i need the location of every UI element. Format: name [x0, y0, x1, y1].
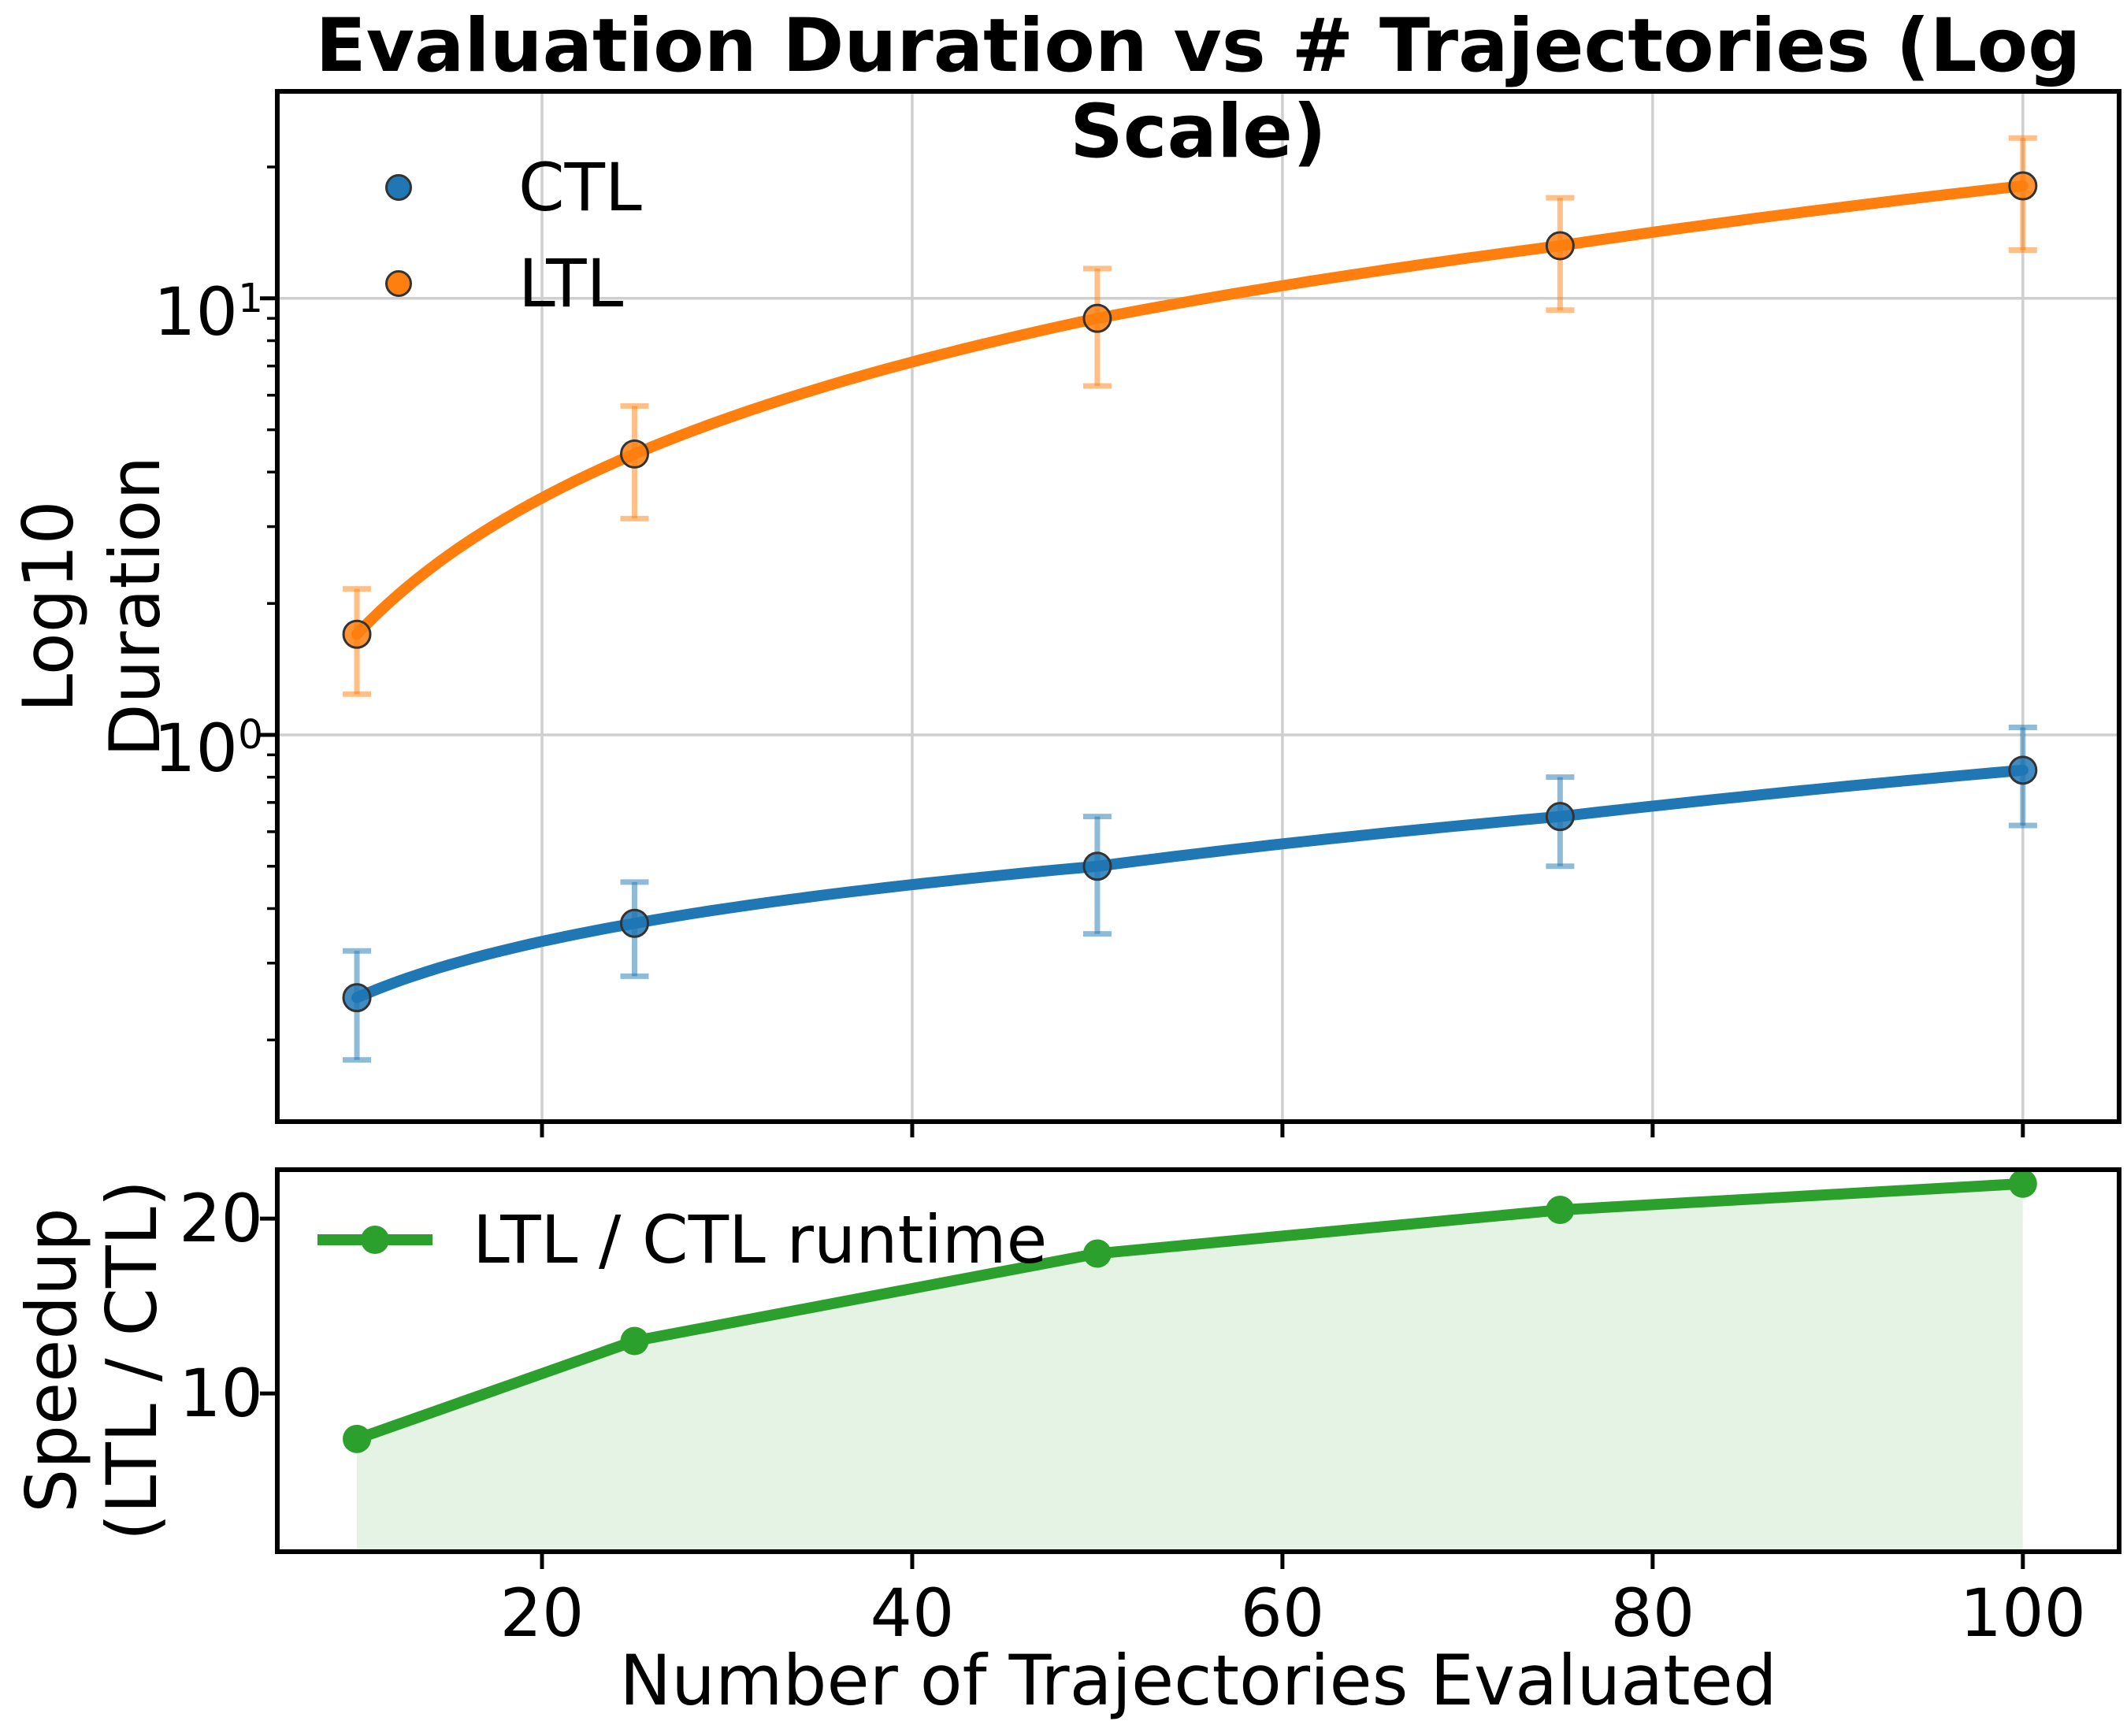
ctl-legend-marker-icon [385, 174, 412, 201]
ltl-marker [342, 619, 372, 649]
bottom-axes-frame [275, 1167, 2121, 1554]
ltl-marker [2008, 171, 2038, 201]
ctl-marker [1082, 851, 1112, 881]
speedup-marker [1546, 1196, 1575, 1225]
x-tick-label: 20 [499, 1575, 585, 1652]
ltl-marker [620, 439, 650, 469]
ltl-legend-marker-icon [385, 270, 412, 297]
top-y-axis-label: Log10 Duration [8, 455, 176, 758]
speedup-area-fill [357, 1183, 2023, 1549]
speedup-legend-marker-icon [361, 1226, 389, 1254]
ltl-legend-label: LTL [518, 245, 624, 322]
speedup-marker [2008, 1169, 2037, 1198]
ctl-line [351, 764, 2029, 1003]
x-tick-label: 60 [1240, 1575, 1325, 1652]
ctl-marker [2008, 755, 2038, 785]
ltl-marker [1545, 231, 1575, 261]
ltl-marker [1082, 303, 1112, 333]
bottom-y-tick-label: 20 [179, 1180, 263, 1258]
top-y-tick-label: 100 [154, 709, 263, 787]
x-tick-label: 80 [1610, 1575, 1695, 1652]
top-y-tick-label: 101 [154, 273, 263, 351]
x-tick-label: 40 [870, 1575, 955, 1652]
x-tick-label: 100 [1959, 1575, 2086, 1652]
bottom-y-tick-label: 10 [179, 1355, 263, 1433]
top-axes-frame [275, 89, 2121, 1124]
ctl-marker [342, 983, 372, 1013]
speedup-legend-label: LTL / CTL runtime [473, 1201, 1048, 1278]
ctl-marker [1545, 802, 1575, 832]
ctl-marker [620, 908, 650, 938]
speedup-marker [1082, 1239, 1112, 1268]
ctl-legend-label: CTL [518, 149, 642, 226]
x-axis-label: Number of Trajectories Evaluated [619, 1640, 1777, 1721]
speedup-marker [343, 1424, 372, 1453]
speedup-marker [620, 1326, 649, 1356]
chart-title: Evaluation Duration vs # Trajectories (L… [315, 3, 2081, 175]
